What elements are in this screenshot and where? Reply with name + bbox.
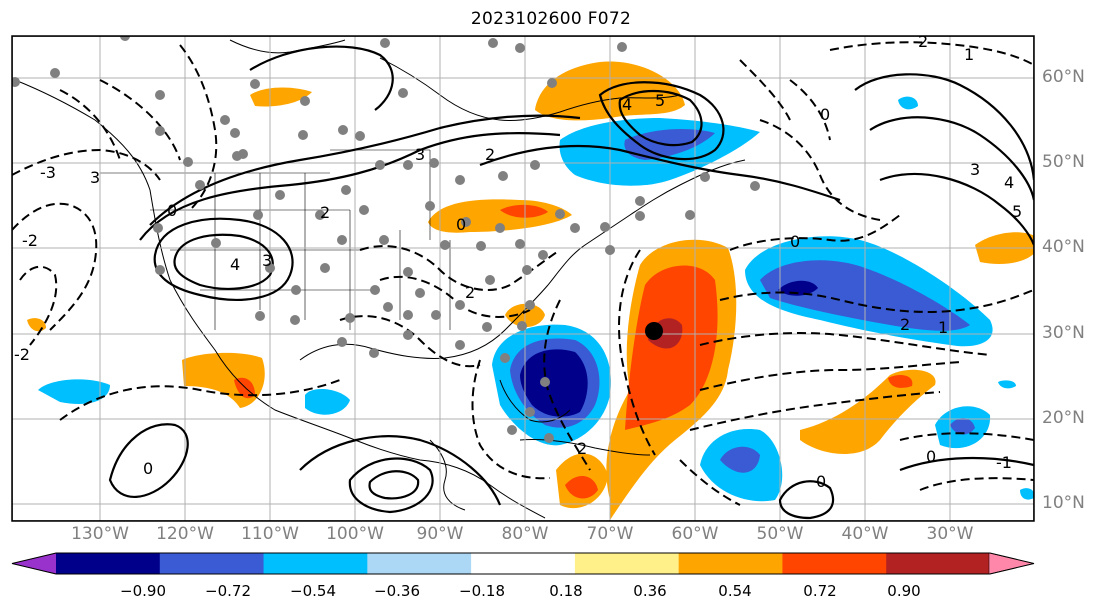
cool-field-atlantic-east-core bbox=[778, 280, 818, 296]
colorbar-segment bbox=[159, 553, 265, 574]
svg-text:2: 2 bbox=[320, 203, 330, 222]
colorbar-tick-label: 0.72 bbox=[803, 582, 837, 600]
svg-text:0: 0 bbox=[456, 215, 466, 234]
lat-label: 30°N bbox=[1042, 323, 1085, 343]
lon-label: 100°W bbox=[326, 524, 384, 544]
lon-label: 70°W bbox=[586, 524, 634, 544]
svg-text:3: 3 bbox=[415, 145, 425, 164]
svg-text:0: 0 bbox=[820, 105, 830, 124]
lat-label: 40°N bbox=[1042, 237, 1085, 257]
svg-text:3: 3 bbox=[970, 160, 980, 179]
colorbar-extend-min bbox=[11, 552, 58, 575]
colorbar-segment bbox=[471, 553, 576, 574]
colorbar-segment bbox=[56, 553, 161, 574]
lon-label: 90°W bbox=[416, 524, 464, 544]
cool-field-small-b bbox=[998, 380, 1016, 389]
colorbar-outline bbox=[11, 552, 1035, 575]
svg-text:-2: -2 bbox=[14, 345, 30, 364]
colorbar-tick-label: 0.54 bbox=[718, 582, 752, 600]
colorbar-segment bbox=[886, 553, 991, 574]
warm-field-caribbean-core bbox=[565, 475, 598, 499]
warm-field-rockies bbox=[250, 87, 312, 107]
svg-text:5: 5 bbox=[655, 91, 665, 110]
observation-dots bbox=[12, 36, 760, 443]
lon-label: 130°W bbox=[71, 524, 129, 544]
svg-text:2: 2 bbox=[465, 283, 475, 302]
lon-label: 40°W bbox=[841, 524, 889, 544]
lat-label: 50°N bbox=[1042, 152, 1085, 172]
cool-field-pacific bbox=[38, 379, 110, 405]
map-title: 2023102600 F072 bbox=[470, 9, 632, 29]
svg-text:0: 0 bbox=[926, 447, 936, 466]
colorbar-tick-label: 0.90 bbox=[887, 582, 921, 600]
lon-label: 110°W bbox=[241, 524, 299, 544]
colorbar-segment bbox=[678, 553, 783, 574]
lon-label: 60°W bbox=[671, 524, 719, 544]
cool-field-small-a bbox=[1020, 488, 1034, 500]
svg-text:0: 0 bbox=[790, 232, 800, 251]
shaded-fields bbox=[27, 61, 1034, 520]
cool-field-subtropical-b-core bbox=[950, 418, 975, 435]
lat-label: 60°N bbox=[1042, 67, 1085, 87]
warm-field-mexico-core bbox=[234, 377, 255, 399]
colorbar-tick-label: 0.36 bbox=[633, 582, 667, 600]
lon-label: 50°W bbox=[756, 524, 804, 544]
colorbar-tick-label: −0.90 bbox=[120, 582, 166, 600]
svg-text:4: 4 bbox=[230, 255, 240, 274]
lon-label: 30°W bbox=[926, 524, 974, 544]
svg-text:2: 2 bbox=[900, 315, 910, 334]
lon-label: 80°W bbox=[501, 524, 549, 544]
svg-text:0: 0 bbox=[816, 472, 826, 491]
colorbar-tick-label: −0.36 bbox=[374, 582, 420, 600]
colorbar-segment bbox=[782, 553, 887, 574]
svg-text:2: 2 bbox=[577, 439, 587, 458]
svg-text:4: 4 bbox=[1004, 173, 1014, 192]
colorbar-extend-max bbox=[988, 552, 1035, 575]
positive-contours bbox=[108, 45, 1034, 520]
cool-field-iceland bbox=[898, 96, 918, 110]
colorbar-tick-label: −0.18 bbox=[459, 582, 505, 600]
lat-label: 20°N bbox=[1042, 408, 1085, 428]
colorbar-segment bbox=[263, 553, 368, 574]
svg-text:0: 0 bbox=[143, 459, 153, 478]
svg-text:3: 3 bbox=[90, 168, 100, 187]
warm-field-mid-atlantic-core bbox=[888, 374, 913, 388]
svg-text:5: 5 bbox=[1012, 202, 1022, 221]
contour-labels: -3 3 3 2 3 4 2 0 0 1 2 3 4 5 1 2 0 -1 0 … bbox=[14, 32, 1022, 491]
warm-field-greatlakes-core bbox=[500, 204, 548, 218]
lon-label: 120°W bbox=[156, 524, 214, 544]
gridlines bbox=[12, 36, 1034, 521]
colorbar-tick-label: 0.18 bbox=[549, 582, 583, 600]
svg-text:-2: -2 bbox=[22, 231, 38, 250]
storm-center-marker bbox=[645, 322, 663, 340]
colorbar-tick-label: −0.54 bbox=[290, 582, 336, 600]
svg-text:3: 3 bbox=[262, 251, 272, 270]
cool-field-subtropical-a-core bbox=[720, 446, 760, 473]
svg-text:4: 4 bbox=[622, 95, 632, 114]
cool-field-central-america bbox=[305, 388, 350, 415]
svg-text:2: 2 bbox=[918, 32, 928, 51]
lat-label: 10°N bbox=[1042, 493, 1085, 513]
warm-field-mid-atlantic bbox=[800, 369, 936, 454]
svg-text:-1: -1 bbox=[996, 453, 1012, 472]
cool-field-gulf-core bbox=[520, 349, 588, 417]
colorbar-segment bbox=[367, 553, 472, 574]
coastlines bbox=[14, 39, 746, 519]
svg-text:2: 2 bbox=[485, 145, 495, 164]
state-borders bbox=[100, 149, 451, 330]
colorbar-tick-label: −0.72 bbox=[205, 582, 251, 600]
colorbar-segment bbox=[574, 553, 680, 574]
svg-text:1: 1 bbox=[964, 45, 974, 64]
svg-text:-3: -3 bbox=[40, 163, 56, 182]
svg-text:1: 1 bbox=[938, 318, 948, 337]
svg-text:0: 0 bbox=[167, 201, 177, 220]
